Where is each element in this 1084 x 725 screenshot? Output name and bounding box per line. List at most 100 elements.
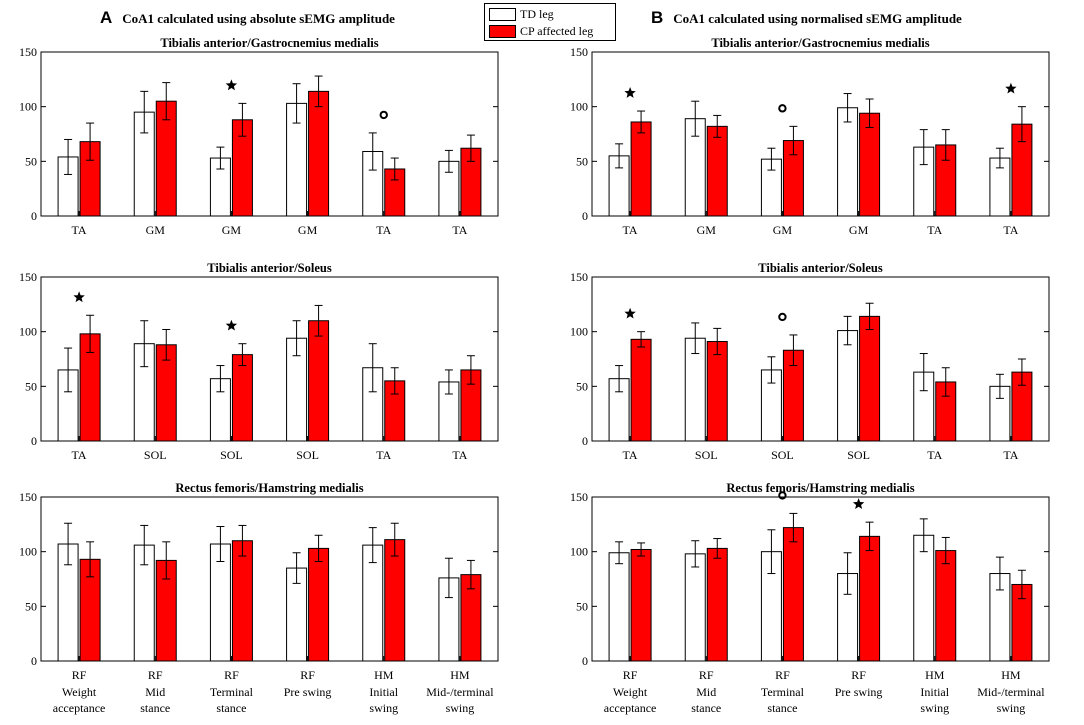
x-tick-label: TA [452, 448, 467, 462]
legend-label-cp: CP affected leg [520, 23, 594, 38]
x-tick-label: RF [699, 668, 714, 682]
bar-cp [706, 547, 728, 662]
significance-star-icon [73, 291, 85, 303]
bar-cp [859, 315, 881, 442]
significance-circle-icon [778, 104, 787, 113]
chart-a-2: Rectus femoris/Hamstring medialis 0 50 100 1… [19, 481, 499, 682]
chart-title: Tibialis anterior/Soleus [758, 261, 883, 275]
bar-cp [630, 548, 652, 662]
x-tick-label: RF [224, 668, 239, 682]
x-tick-label: RF [300, 668, 315, 682]
x-tick-label: SOL [296, 448, 319, 462]
phase-label-a: Mid [145, 685, 165, 699]
significance-star-icon [225, 79, 238, 91]
significance-star-icon [624, 307, 636, 319]
bar-td [684, 553, 706, 662]
legend: TD leg CP affected leg [484, 3, 616, 41]
x-tick-label: TA [927, 223, 942, 237]
bar-cp [231, 540, 253, 662]
x-tick-label: TA [623, 223, 638, 237]
phase-label-b: Pre swing [835, 685, 883, 699]
x-tick-label: GM [222, 223, 242, 237]
y-tick-label: 150 [19, 490, 37, 504]
y-tick-label: 100 [570, 325, 588, 339]
bar-cp [630, 121, 652, 217]
phase-label-a: Weight [62, 685, 97, 699]
phase-label-b: swing [920, 701, 949, 715]
chart-title: Rectus femoris/Hamstring medialis [175, 481, 363, 495]
bar-td [837, 107, 859, 217]
y-tick-label: 50 [25, 599, 37, 613]
phase-label-a: swing [446, 701, 475, 715]
legend-entry-td: TD leg [489, 6, 554, 22]
y-tick-label: 0 [31, 434, 37, 448]
chart-b-2: Rectus femoris/Hamstring medialis 0 50 100 1… [570, 481, 1050, 682]
y-tick-label: 0 [582, 654, 588, 668]
y-tick-label: 100 [570, 545, 588, 559]
y-tick-label: 0 [31, 209, 37, 223]
y-tick-label: 50 [576, 154, 588, 168]
phase-label-b: Initial [920, 685, 949, 699]
phase-label-b: stance [691, 701, 721, 715]
y-tick-label: 100 [19, 100, 37, 114]
x-tick-label: RF [775, 668, 790, 682]
plot-frame [40, 276, 499, 442]
bar-cp [630, 338, 652, 442]
x-tick-label: HM [925, 668, 945, 682]
phase-label-a: acceptance [53, 701, 106, 715]
plot-frame [40, 496, 499, 662]
panel-letter-b: B [651, 8, 664, 27]
bar-cp [706, 125, 728, 217]
y-tick-label: 150 [19, 270, 37, 284]
x-tick-label: RF [623, 668, 638, 682]
x-tick-label: SOL [144, 448, 167, 462]
chart-a-1: Tibialis anterior/Soleus 0 50 100 150 TA SOL SO… [19, 261, 499, 462]
x-tick-label: TA [452, 223, 467, 237]
x-tick-label: TA [1003, 448, 1018, 462]
y-tick-label: 0 [582, 209, 588, 223]
bar-cp [935, 550, 957, 662]
phase-label-b: stance [767, 701, 797, 715]
panel-heading-a: A CoA1 calculated using absolute sEMG amp… [100, 8, 395, 28]
x-tick-label: TA [376, 448, 391, 462]
panel-title-b: CoA1 calculated using normalised sEMG am… [673, 11, 962, 26]
phase-label-b: Mid [696, 685, 716, 699]
significance-circle-icon [379, 110, 388, 120]
phase-label-b: Terminal [761, 685, 805, 699]
y-tick-label: 150 [570, 270, 588, 284]
chart-b-1: Tibialis anterior/Soleus 0 50 100 150 TA SOL SO… [570, 261, 1050, 462]
phase-label-a: Pre swing [284, 685, 332, 699]
x-tick-label: TA [376, 223, 391, 237]
x-tick-label: SOL [695, 448, 718, 462]
phase-label-a: Terminal [210, 685, 254, 699]
x-tick-label: TA [623, 448, 638, 462]
significance-star-icon [1005, 82, 1017, 94]
x-tick-label: TA [72, 223, 87, 237]
bar-cp [231, 354, 253, 442]
y-tick-label: 50 [25, 379, 37, 393]
significance-circle-icon [778, 491, 787, 500]
bar-cp [706, 341, 728, 442]
chart-title: Tibialis anterior/Soleus [207, 261, 332, 275]
y-tick-label: 50 [576, 599, 588, 613]
bar-cp [859, 535, 881, 662]
phase-label-b: Mid-/terminal [977, 685, 1045, 699]
y-tick-label: 0 [31, 654, 37, 668]
y-tick-label: 100 [19, 325, 37, 339]
panel-heading-b: B CoA1 calculated using normalised sEMG a… [651, 8, 962, 28]
phase-label-b: Weight [613, 685, 648, 699]
chart-title: Tibialis anterior/Gastrocnemius medialis [711, 36, 929, 50]
bar-td [913, 534, 935, 662]
bar-cp [859, 112, 881, 217]
chart-title: Tibialis anterior/Gastrocnemius medialis [160, 36, 378, 50]
bar-td [837, 330, 859, 442]
plot-frame [40, 51, 499, 217]
phase-label-a: Initial [369, 685, 398, 699]
x-tick-label: SOL [771, 448, 794, 462]
significance-star-icon [852, 498, 865, 509]
bar-cp [308, 547, 330, 662]
plot-frame [591, 496, 1050, 662]
significance-star-icon [225, 319, 238, 331]
bar-cp [308, 90, 330, 217]
